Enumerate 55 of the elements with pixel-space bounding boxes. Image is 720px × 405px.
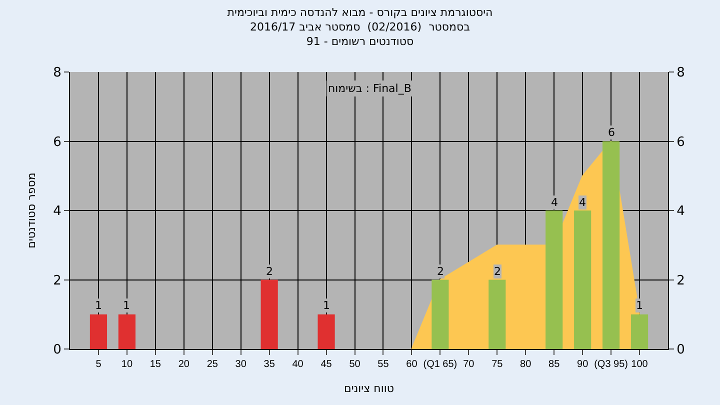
x-tick-label: 35 <box>264 359 276 370</box>
bar <box>90 314 108 349</box>
bar <box>602 141 620 349</box>
x-tick-label: 90 <box>577 359 589 370</box>
bar <box>260 280 278 349</box>
x-tick-label: (Q1 65) <box>423 359 458 370</box>
x-tick-label: 15 <box>150 359 162 370</box>
x-tick-label: 100 <box>631 359 648 370</box>
x-tick-label: 20 <box>178 359 190 370</box>
y2-tick-label: 2 <box>676 273 685 288</box>
x-axis-title: טווח ציונים <box>344 382 394 396</box>
data-label: 1 <box>123 299 130 312</box>
data-label: 4 <box>551 196 558 209</box>
x-tick-label: 55 <box>378 359 390 370</box>
x-tick-label: 45 <box>320 359 332 370</box>
x-tick-label: 60 <box>406 359 418 370</box>
chart-subtitle: בסמסטר (02/2016) סמסטר אביב 2016/17 סטודנטים רשומים - 91 <box>250 20 470 48</box>
y-axis-title: מספר סטודנטים <box>24 172 38 248</box>
bar <box>546 210 563 349</box>
annotation: בשימוח : Final_B <box>328 82 412 95</box>
bar <box>318 314 335 349</box>
data-label: 2 <box>266 265 273 278</box>
data-label: 6 <box>608 126 615 139</box>
y2-tick-label: 8 <box>676 66 685 81</box>
bar <box>118 314 136 349</box>
x-tick-label: 80 <box>520 359 532 370</box>
y-tick-label: 6 <box>53 134 62 150</box>
chart-title: היסטוגרמת ציונים בקורס - מבוא להנדסה כימית וביוכימית <box>227 6 493 20</box>
bar <box>574 210 592 349</box>
y2-tick-label: 0 <box>676 342 685 358</box>
bar <box>432 280 449 349</box>
bar <box>630 314 648 349</box>
x-tick-label: 10 <box>121 359 133 370</box>
x-tick-label: 5 <box>96 359 102 370</box>
y-tick-label: 0 <box>53 342 62 358</box>
data-label: 2 <box>494 265 501 278</box>
y-tick-label: 4 <box>53 204 62 220</box>
y2-tick-label: 6 <box>676 134 685 150</box>
x-tick-label: 70 <box>463 359 475 370</box>
data-label: 1 <box>323 299 330 312</box>
x-tick-label: 40 <box>292 359 304 370</box>
bar <box>488 280 506 349</box>
x-tick-label: 85 <box>548 359 560 370</box>
data-label: 1 <box>95 299 102 312</box>
data-label: 1 <box>636 299 643 312</box>
x-tick-label: 50 <box>349 359 361 370</box>
data-label: 2 <box>437 265 444 278</box>
x-tick-label: (Q3 95) <box>594 359 628 370</box>
y-tick-label: 8 <box>53 66 62 81</box>
x-tick-label: 75 <box>492 359 504 370</box>
y2-tick-label: 4 <box>676 204 685 220</box>
y-tick-label: 2 <box>53 273 62 288</box>
x-tick-label: 25 <box>206 359 218 370</box>
data-label: 4 <box>579 196 586 209</box>
x-tick-label: 30 <box>235 359 247 370</box>
